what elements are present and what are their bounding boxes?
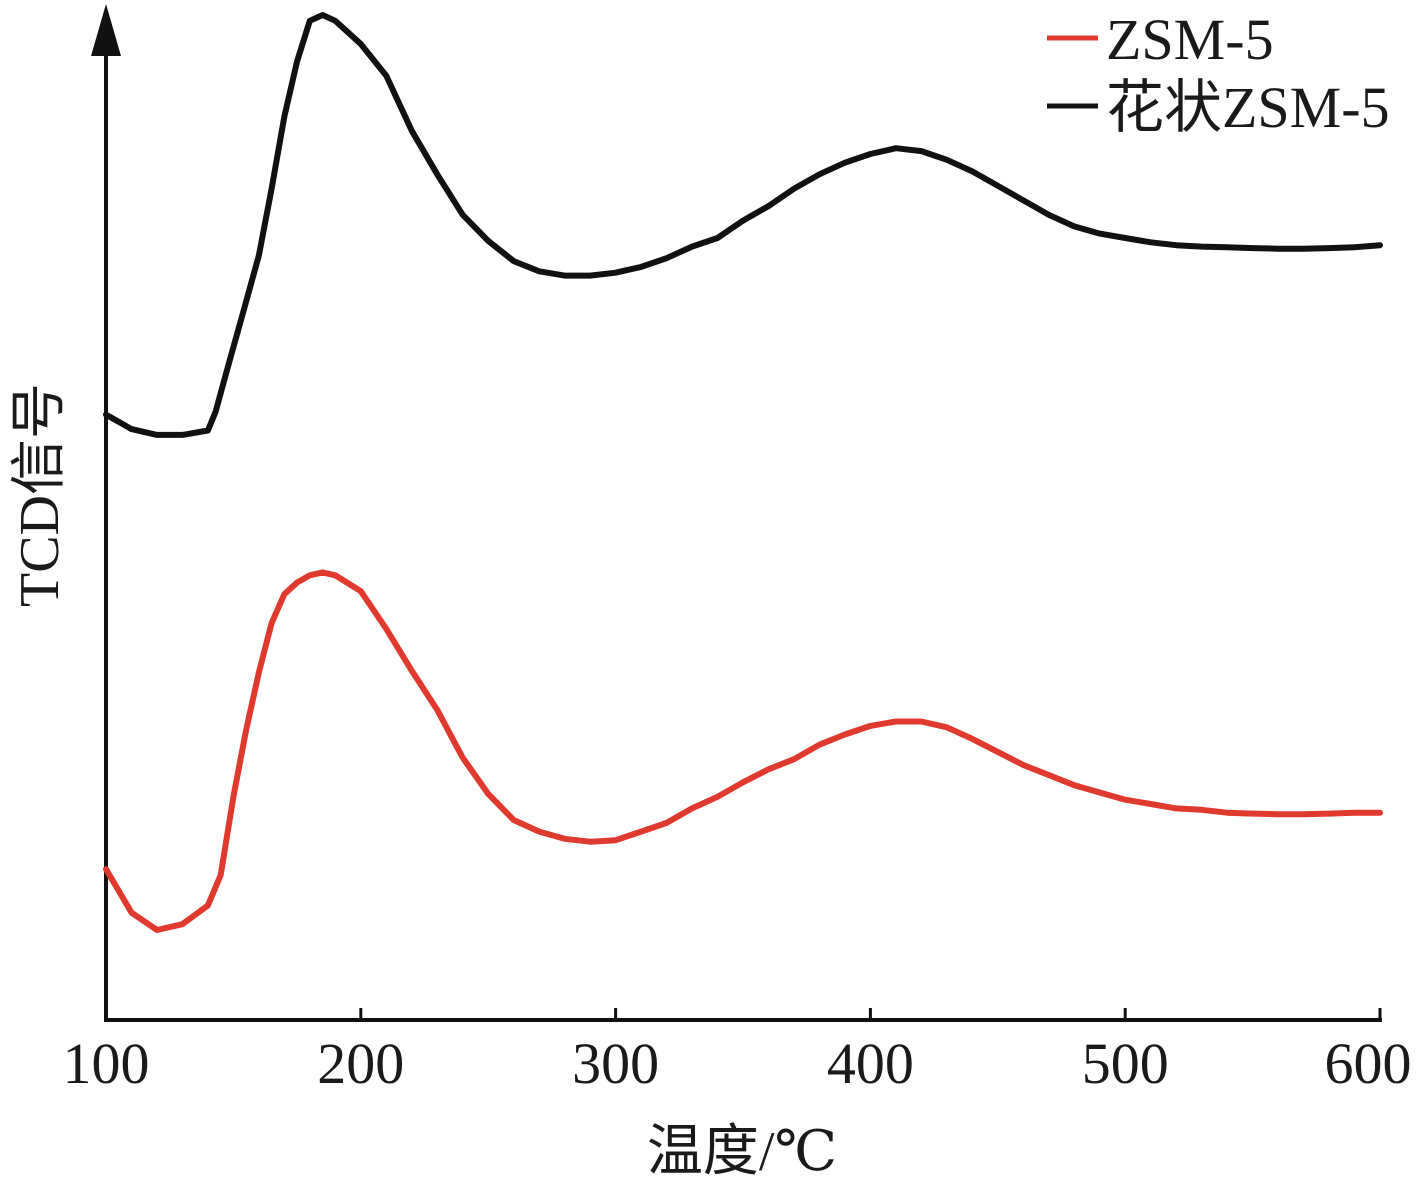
x-tick-label-400: 400 [827, 1031, 914, 1096]
plot-area: 100 200 300 400 500 600 [63, 4, 1412, 1096]
series-group [103, 12, 1383, 933]
x-axis-title: 温度/℃ [647, 1121, 837, 1181]
x-tick-label-500: 500 [1082, 1031, 1169, 1096]
x-axis-tick-labels: 100 200 300 400 500 600 [63, 1031, 1412, 1096]
x-axis-ticks [104, 1008, 1382, 1020]
legend-label-1: ZSM-5 [1106, 7, 1274, 72]
x-tick-label-600: 600 [1325, 1031, 1412, 1096]
y-axis-arrow-icon [91, 4, 121, 56]
y-axis-title: TCD信号 [9, 383, 71, 607]
series-line-1 [103, 569, 1383, 933]
series-line-2 [103, 12, 1383, 438]
x-tick-label-100: 100 [63, 1031, 150, 1096]
legend-label-2: 花状ZSM-5 [1106, 75, 1390, 140]
x-tick-label-200: 200 [317, 1031, 404, 1096]
x-tick-label-300: 300 [572, 1031, 659, 1096]
